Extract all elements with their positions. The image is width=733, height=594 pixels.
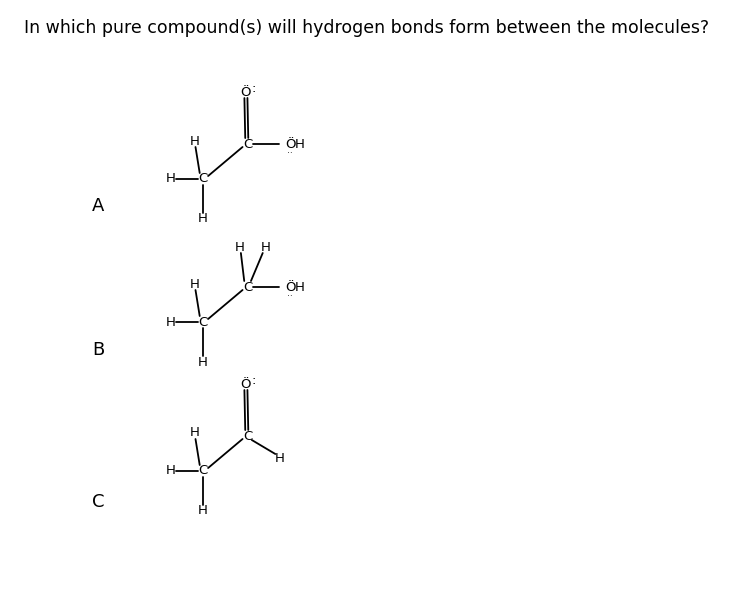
Text: :: :: [251, 81, 256, 94]
Text: C: C: [92, 493, 105, 511]
Text: H: H: [166, 465, 176, 478]
Text: H: H: [198, 504, 208, 517]
Text: Ö: Ö: [240, 86, 251, 99]
Text: :: :: [251, 374, 256, 387]
Text: H: H: [190, 277, 199, 290]
Text: H: H: [166, 315, 176, 328]
Text: H: H: [198, 213, 208, 226]
Text: H: H: [275, 451, 284, 465]
Text: C: C: [199, 315, 207, 328]
Text: H: H: [166, 172, 176, 185]
Text: C: C: [243, 429, 252, 443]
Text: H: H: [190, 134, 199, 147]
Text: H: H: [190, 426, 199, 440]
Text: Ö: Ö: [285, 137, 296, 150]
Text: H: H: [295, 280, 305, 293]
Text: Ö: Ö: [240, 378, 251, 390]
Text: ··: ··: [287, 292, 293, 302]
Text: C: C: [199, 172, 207, 185]
Text: H: H: [261, 241, 271, 254]
Text: In which pure compound(s) will hydrogen bonds form between the molecules?: In which pure compound(s) will hydrogen …: [24, 19, 709, 37]
Text: B: B: [92, 341, 104, 359]
Text: C: C: [243, 280, 252, 293]
Text: ··: ··: [287, 150, 293, 159]
Text: A: A: [92, 197, 105, 215]
Text: H: H: [235, 241, 244, 254]
Text: H: H: [198, 355, 208, 368]
Text: H: H: [295, 137, 305, 150]
Text: Ö: Ö: [285, 280, 296, 293]
Text: C: C: [199, 465, 207, 478]
Text: C: C: [243, 137, 252, 150]
